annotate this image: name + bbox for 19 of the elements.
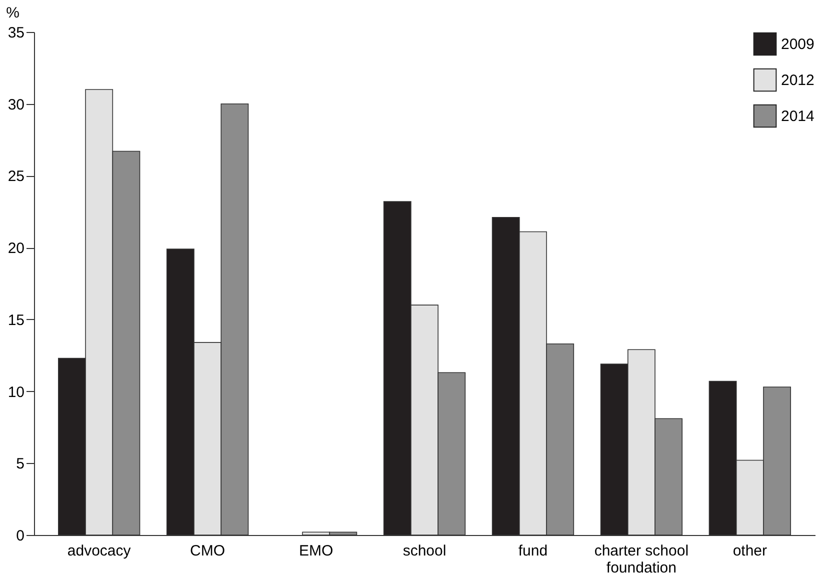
legend-label: 2012 — [781, 72, 814, 89]
x-tick-label: school — [402, 542, 446, 560]
y-tick-label: 10 — [8, 384, 24, 401]
x-tick-label: other — [732, 542, 768, 560]
y-tick-label: 35 — [8, 24, 24, 42]
x-tick-label: fund — [518, 542, 548, 560]
x-tick-label: advocacy — [67, 542, 132, 560]
y-axis-title: % — [6, 4, 20, 22]
x-tick-label: charter school foundation — [594, 542, 689, 576]
y-tick-label: 0 — [16, 528, 24, 544]
x-tick-label: CMO — [190, 542, 226, 560]
y-tick-label: 30 — [8, 96, 24, 114]
y-tick-label: 5 — [16, 456, 24, 473]
y-tick-label: 20 — [8, 240, 24, 258]
legend-label: 2009 — [781, 36, 814, 53]
y-tick-label: 15 — [8, 312, 24, 329]
legend-label: 2014 — [781, 108, 814, 125]
x-tick-label: EMO — [298, 542, 334, 560]
y-tick-label: 25 — [8, 168, 24, 186]
